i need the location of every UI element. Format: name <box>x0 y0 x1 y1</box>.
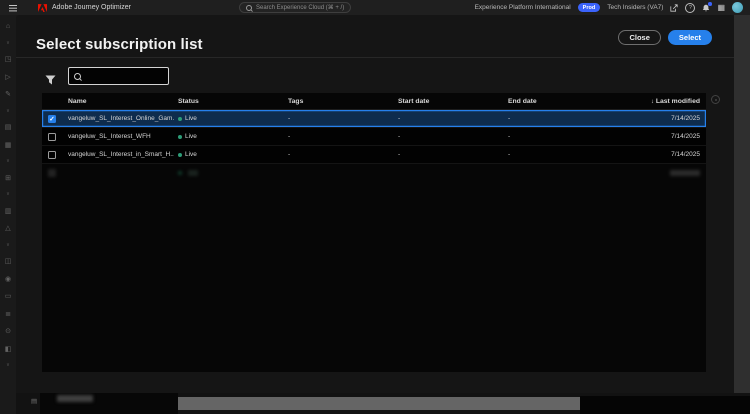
global-search-input[interactable]: Search Experience Cloud (⌘ + /) <box>239 2 351 13</box>
column-settings-icon[interactable] <box>711 95 720 104</box>
column-header-tags[interactable]: Tags <box>288 97 304 105</box>
column-header-status[interactable]: Status <box>178 97 199 105</box>
row-name: vangeluw_SL_Interest_Online_Gam... <box>68 115 174 122</box>
row-name: vangeluw_SL_Interest_in_Smart_H... <box>68 151 174 158</box>
apps-grid-icon[interactable]: ▦ <box>717 2 725 12</box>
loading-date-block <box>670 170 700 176</box>
nav-admin-icon[interactable]: ◧ <box>4 345 12 353</box>
row-end-date: - <box>508 115 511 122</box>
nav-configurations-icon[interactable]: ⊙ <box>5 328 11 335</box>
row-checkbox[interactable] <box>48 150 56 159</box>
row-last-modified: 7/14/2025 <box>671 115 700 122</box>
row-tags: - <box>288 151 291 158</box>
row-start-date: - <box>398 133 401 140</box>
status-label: Live <box>185 115 197 122</box>
subscription-list-table: Name Status Tags Start date End date ↓ La… <box>42 93 706 372</box>
column-header-end-date[interactable]: End date <box>508 97 537 105</box>
column-header-name[interactable]: Name <box>68 97 87 105</box>
notifications-icon[interactable] <box>702 2 712 12</box>
status-live-dot <box>178 134 182 139</box>
sandbox-switcher[interactable]: Tech Insiders (VA7) <box>607 4 664 11</box>
row-end-date: - <box>508 133 511 140</box>
nav-chevron-6-icon[interactable]: ∨ <box>6 362 10 368</box>
doc-icon: ▤ <box>31 398 38 405</box>
table-row[interactable]: ✓ vangeluw_SL_Interest_Online_Gam... Liv… <box>42 110 706 128</box>
row-start-date: - <box>398 151 401 158</box>
environment-badge: Prod <box>577 3 601 12</box>
row-start-date: - <box>398 115 401 122</box>
filter-icon[interactable] <box>45 72 56 90</box>
column-header-start-date[interactable]: Start date <box>398 97 430 105</box>
list-search-input[interactable] <box>68 67 169 85</box>
nav-sources-icon[interactable]: ◫ <box>4 258 12 265</box>
row-checkbox[interactable] <box>48 132 56 141</box>
horizontal-scrollbar[interactable] <box>178 397 580 410</box>
nav-chevron-5-icon[interactable]: ∨ <box>6 241 10 248</box>
loading-status-block <box>188 170 198 176</box>
table-row[interactable]: vangeluw_SL_Interest_in_Smart_H... Live … <box>42 146 706 164</box>
nav-profiles-icon[interactable]: ◉ <box>4 275 12 283</box>
select-button[interactable]: Select <box>667 30 712 45</box>
page-underlay: ▤ <box>16 393 750 414</box>
nav-campaigns-icon[interactable]: ◳ <box>4 56 12 63</box>
close-button[interactable]: Close <box>618 30 661 45</box>
global-search-placeholder: Search Experience Cloud (⌘ + /) <box>256 5 345 11</box>
sidebar-nav: ⌂ ∨ ◳ ▷ ✎ ∨ ▤ ▦ ∨ ⊞ ∨ ▥ △ ∨ ◫ ◉ ▭ ≣ ⊙ ◧ ∨ <box>0 15 16 414</box>
table-row[interactable]: vangeluw_SL_Interest_WFH Live - - - 7/14… <box>42 128 706 146</box>
loading-checkbox-block <box>48 169 56 177</box>
list-search-icon <box>74 72 81 80</box>
help-icon[interactable]: ? <box>685 2 696 13</box>
org-label: Experience Platform International <box>474 4 571 11</box>
app-title: Adobe Journey Optimizer <box>52 4 131 11</box>
header-divider <box>16 57 734 58</box>
row-tags: - <box>288 115 291 122</box>
nav-chevron-4-icon[interactable]: ∨ <box>6 191 10 197</box>
avatar[interactable] <box>732 2 743 13</box>
nav-audiences-icon[interactable]: ▤ <box>4 124 12 131</box>
row-checkbox-checked[interactable]: ✓ <box>48 114 56 123</box>
row-tags: - <box>288 133 291 140</box>
row-last-modified: 7/14/2025 <box>671 151 700 158</box>
row-end-date: - <box>508 151 511 158</box>
search-icon <box>246 4 252 11</box>
status-label: Live <box>185 133 197 140</box>
underlay-track <box>580 396 750 414</box>
status-label: Live <box>185 151 197 158</box>
dialog-title: Select subscription list <box>36 36 203 54</box>
nav-home-icon[interactable]: ⌂ <box>5 23 11 30</box>
adobe-logo-icon <box>38 3 47 12</box>
nav-monitoring-icon[interactable]: ≣ <box>5 310 11 318</box>
nav-reports-icon[interactable]: ▦ <box>4 141 12 149</box>
underlay-chip <box>57 395 93 402</box>
table-row-loading <box>42 164 706 182</box>
nav-chevron-2-icon[interactable]: ∨ <box>6 107 10 114</box>
nav-content-icon[interactable]: ✎ <box>5 91 11 98</box>
table-header-row: Name Status Tags Start date End date ↓ La… <box>42 93 706 110</box>
nav-schemas-icon[interactable]: ▥ <box>4 207 12 215</box>
row-last-modified: 7/14/2025 <box>671 133 700 140</box>
nav-datasets-icon[interactable]: ⊞ <box>5 174 11 182</box>
nav-alerts-icon[interactable]: △ <box>5 225 11 232</box>
status-live-dot <box>178 152 182 157</box>
nav-chevron-1-icon[interactable]: ∨ <box>6 39 10 46</box>
select-subscription-list-dialog: Select subscription list Close Select Na… <box>16 15 734 393</box>
sort-descending-icon: ↓ <box>650 98 654 105</box>
share-icon[interactable] <box>670 3 679 12</box>
loading-status-dot <box>178 171 182 175</box>
status-live-dot <box>178 116 182 121</box>
nav-queries-icon[interactable]: ▭ <box>4 293 12 300</box>
menu-icon[interactable] <box>9 4 17 12</box>
top-bar: Adobe Journey Optimizer Search Experienc… <box>0 0 750 15</box>
topbar-right-group: Experience Platform International Prod T… <box>475 2 743 13</box>
notification-badge <box>708 2 712 6</box>
page-background-strip <box>734 15 750 393</box>
nav-journeys-icon[interactable]: ▷ <box>5 73 11 81</box>
row-name: vangeluw_SL_Interest_WFH <box>68 133 151 140</box>
column-header-last-modified[interactable]: ↓ Last modified <box>650 97 700 105</box>
nav-chevron-3-icon[interactable]: ∨ <box>6 158 10 164</box>
